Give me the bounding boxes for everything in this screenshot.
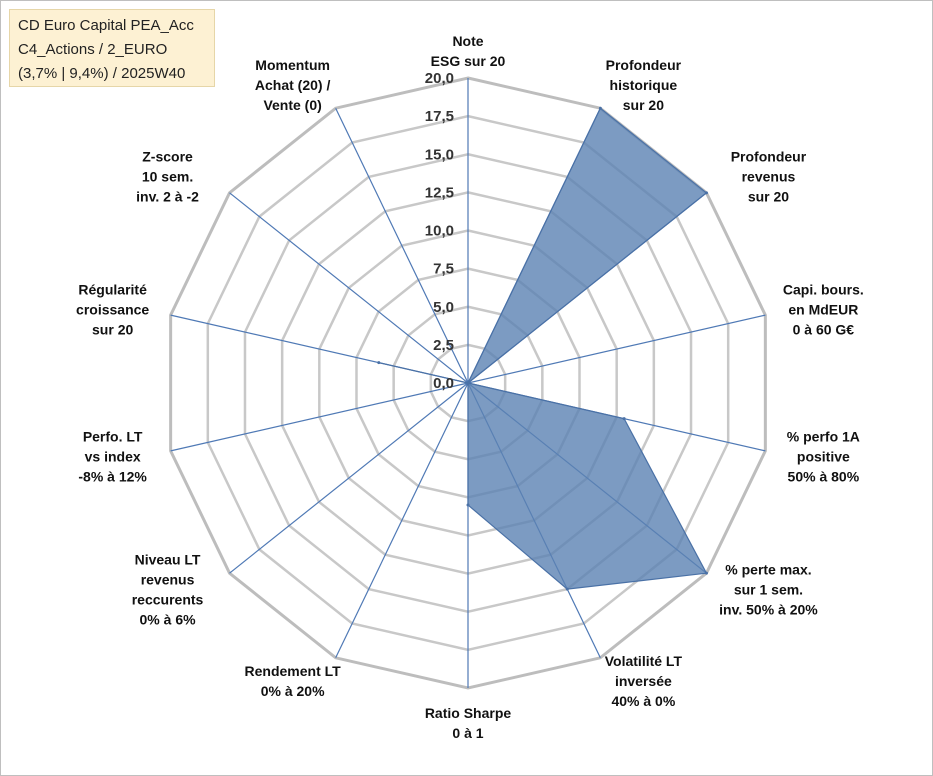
tick-label: 15,0 — [425, 146, 454, 163]
axis-label-regularite-croissance: Régularité croissance sur 20 — [76, 281, 149, 337]
spoke-capi-bours — [467, 314, 766, 384]
data-point-momentum — [466, 381, 470, 385]
axis-label-profondeur-historique: Profondeur historique sur 20 — [606, 57, 682, 113]
radar-series — [377, 106, 708, 591]
data-point-perfo-1a-positive — [622, 417, 626, 421]
fund-info-box: CD Euro Capital PEA_Acc C4_Actions / 2_E… — [9, 9, 215, 87]
fund-stats: (3,7% | 9,4%) / 2025W40 — [18, 65, 186, 82]
data-point-profondeur-historique — [598, 106, 602, 110]
axis-label-profondeur-revenus: Profondeur revenus sur 20 — [731, 149, 807, 205]
axis-label-volatilite-lt: Volatilité LT inversée 40% à 0% — [605, 653, 683, 709]
radar-tick-labels: 0,0 2,5 5,0 7,5 10,0 12,5 15,0 17,5 20,0 — [425, 70, 454, 392]
tick-label: 12,5 — [425, 184, 454, 201]
fund-category: C4_Actions / 2_EURO — [18, 41, 168, 58]
data-point-regularite-croissance — [377, 361, 381, 365]
axis-label-perte-max: % perte max. sur 1 sem. inv. 50% à 20% — [719, 561, 818, 617]
axis-label-ratio-sharpe: Ratio Sharpe 0 à 1 — [425, 705, 512, 741]
tick-label: 5,0 — [433, 299, 454, 316]
spoke-perfo-lt-vs-index — [170, 382, 469, 452]
axis-label-capi-bours: Capi. bours. en MdEUR 0 à 60 G€ — [783, 281, 864, 337]
spoke-momentum — [335, 107, 469, 384]
spoke-z-score — [229, 192, 469, 384]
tick-label: 0,0 — [433, 375, 454, 392]
data-point-profondeur-revenus — [704, 191, 708, 195]
axis-label-z-score: Z-score 10 sem. inv. 2 à -2 — [136, 149, 199, 205]
fund-name: CD Euro Capital PEA_Acc — [18, 17, 194, 34]
data-point-perte-max — [704, 571, 708, 575]
axis-label-note-esg: Note ESG sur 20 — [431, 33, 506, 69]
tick-label: 7,5 — [433, 261, 454, 278]
axis-label-perfo-1a-positive: % perfo 1A positive 50% à 80% — [787, 429, 860, 485]
axis-label-rendement-lt: Rendement LT 0% à 20% — [245, 663, 342, 699]
data-point-volatilite-lt — [565, 587, 569, 591]
axis-label-momentum: Momentum Achat (20) / Vente (0) — [255, 57, 331, 113]
radar-axis-labels: Note ESG sur 20 Profondeur historique sur 20… — [76, 33, 864, 741]
axis-label-perfo-lt-vs-index: Perfo. LT vs index -8% à 12% — [78, 429, 147, 485]
tick-label: 2,5 — [433, 337, 454, 354]
series-area — [378, 107, 708, 590]
spoke-niveau-lt-revenus — [229, 382, 469, 574]
axis-label-niveau-lt-revenus: Niveau LT revenus reccurents 0% à 6% — [132, 551, 204, 627]
spoke-rendement-lt — [335, 382, 469, 659]
tick-label: 20,0 — [425, 70, 454, 87]
tick-label: 17,5 — [425, 108, 454, 125]
data-point-ratio-sharpe — [466, 503, 470, 507]
tick-label: 10,0 — [425, 223, 454, 240]
